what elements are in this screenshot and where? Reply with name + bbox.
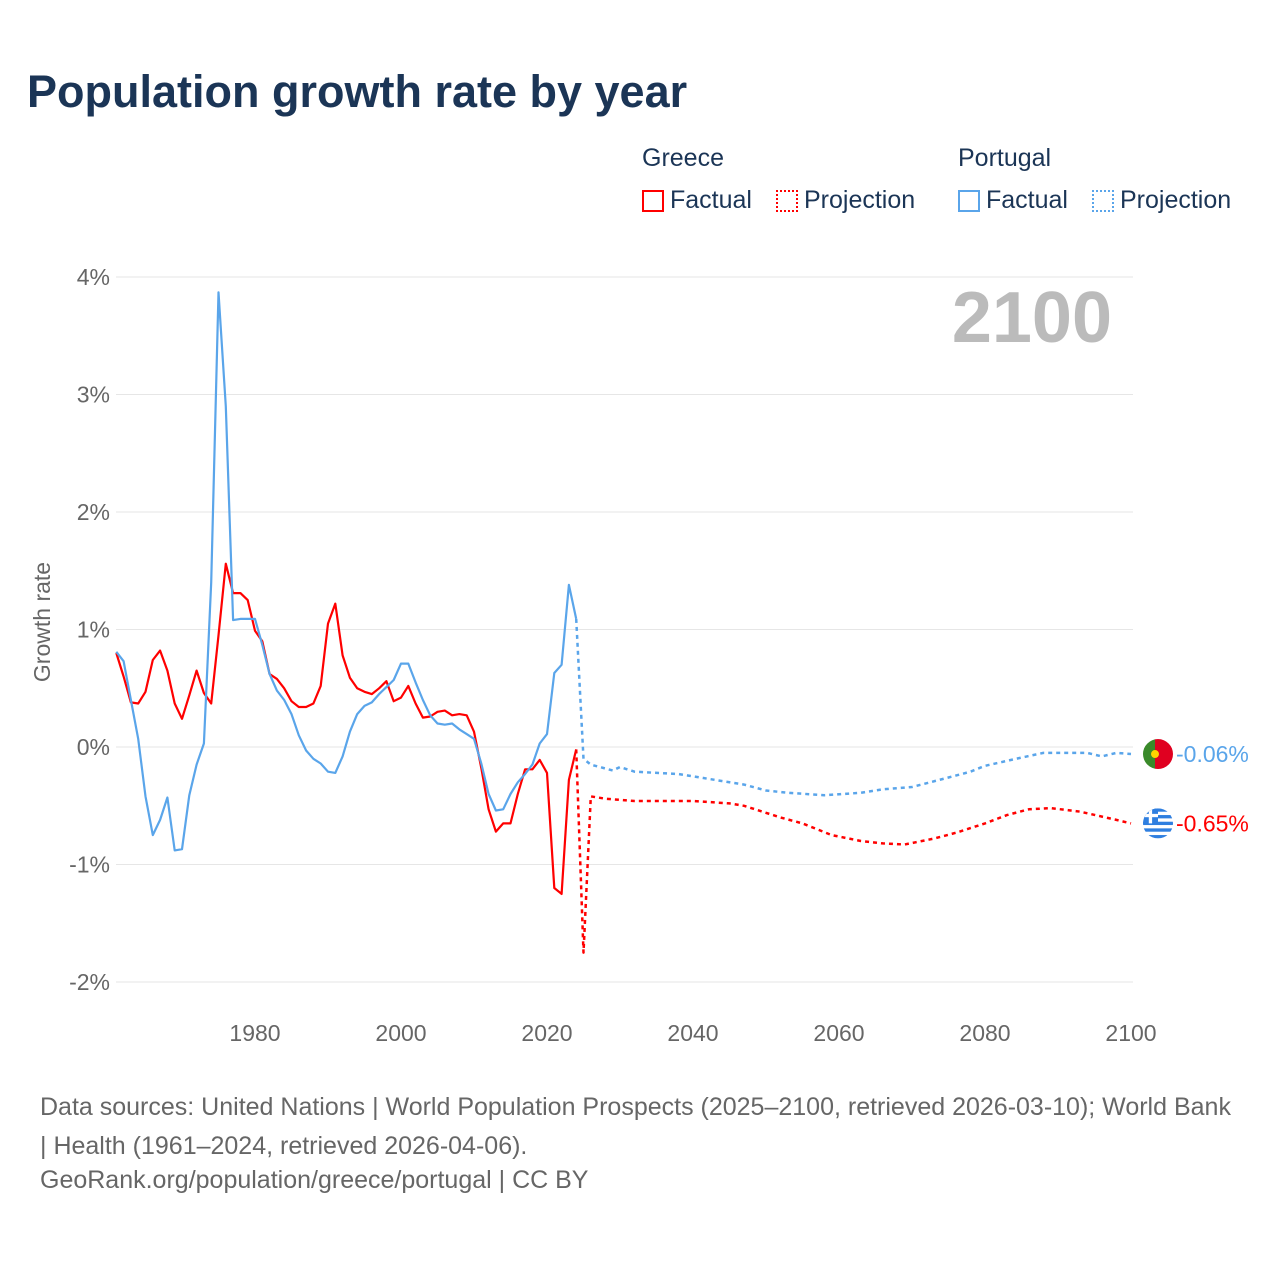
legend-label: Factual bbox=[670, 186, 752, 214]
portugal-factual-line bbox=[115, 291, 578, 852]
x-tick-label: 2100 bbox=[1105, 1020, 1156, 1046]
legend-label: Projection bbox=[1120, 186, 1232, 214]
y-tick-label: 4% bbox=[77, 264, 110, 290]
data-sources: Data sources: United Nations | World Pop… bbox=[40, 1093, 1231, 1160]
legend-greece-projection[interactable]: Projection bbox=[776, 186, 915, 215]
legend-swatch-solid bbox=[958, 189, 980, 212]
year-watermark: 2100 bbox=[952, 278, 1112, 358]
y-tick-label: -2% bbox=[69, 969, 110, 995]
legend-label: Projection bbox=[804, 186, 916, 214]
legend-swatch-dotted bbox=[1092, 189, 1114, 212]
y-tick-label: 1% bbox=[77, 617, 110, 643]
x-tick-label: 1980 bbox=[229, 1020, 280, 1046]
x-tick-label: 2040 bbox=[667, 1020, 718, 1046]
y-axis-label: Growth rate bbox=[29, 562, 55, 682]
greece-factual-line bbox=[115, 562, 578, 895]
x-tick-label: 2060 bbox=[813, 1020, 864, 1046]
y-tick-label: 3% bbox=[77, 382, 110, 408]
legend-portugal-heading: Portugal bbox=[958, 144, 1052, 172]
legend-portugal-factual[interactable]: Factual bbox=[958, 186, 1068, 215]
legend-greece-factual[interactable]: Factual bbox=[642, 186, 752, 215]
legend-swatch-solid bbox=[642, 189, 664, 212]
portugal-projection-line bbox=[574, 618, 1132, 797]
y-tick-label: 2% bbox=[77, 499, 110, 525]
portugal-flag-icon bbox=[1143, 739, 1173, 770]
greece-end-label: -0.65% bbox=[1176, 810, 1249, 836]
y-tick-label: 0% bbox=[77, 734, 110, 760]
legend-greece-heading: Greece bbox=[642, 144, 724, 172]
page-title: Population growth rate by year bbox=[27, 66, 688, 117]
legend-portugal-projection[interactable]: Projection bbox=[1092, 186, 1231, 215]
credit-link[interactable]: GeoRank.org/population/greece/portugal |… bbox=[40, 1166, 589, 1194]
portugal-end-label: -0.06% bbox=[1176, 741, 1249, 767]
x-tick-label: 2020 bbox=[521, 1020, 572, 1046]
x-tick-label: 2000 bbox=[375, 1020, 426, 1046]
x-tick-label: 2080 bbox=[959, 1020, 1010, 1046]
greece-projection-line bbox=[574, 749, 1132, 954]
legend-label: Factual bbox=[986, 186, 1068, 214]
legend-swatch-dotted bbox=[776, 189, 798, 212]
greece-flag-icon bbox=[1143, 808, 1173, 839]
line-chart: 2100 Growth rate 4% 3% 2% 1% 0% -1% -2% 1980 200… bbox=[29, 264, 1249, 1046]
y-tick-label: -1% bbox=[69, 852, 110, 878]
